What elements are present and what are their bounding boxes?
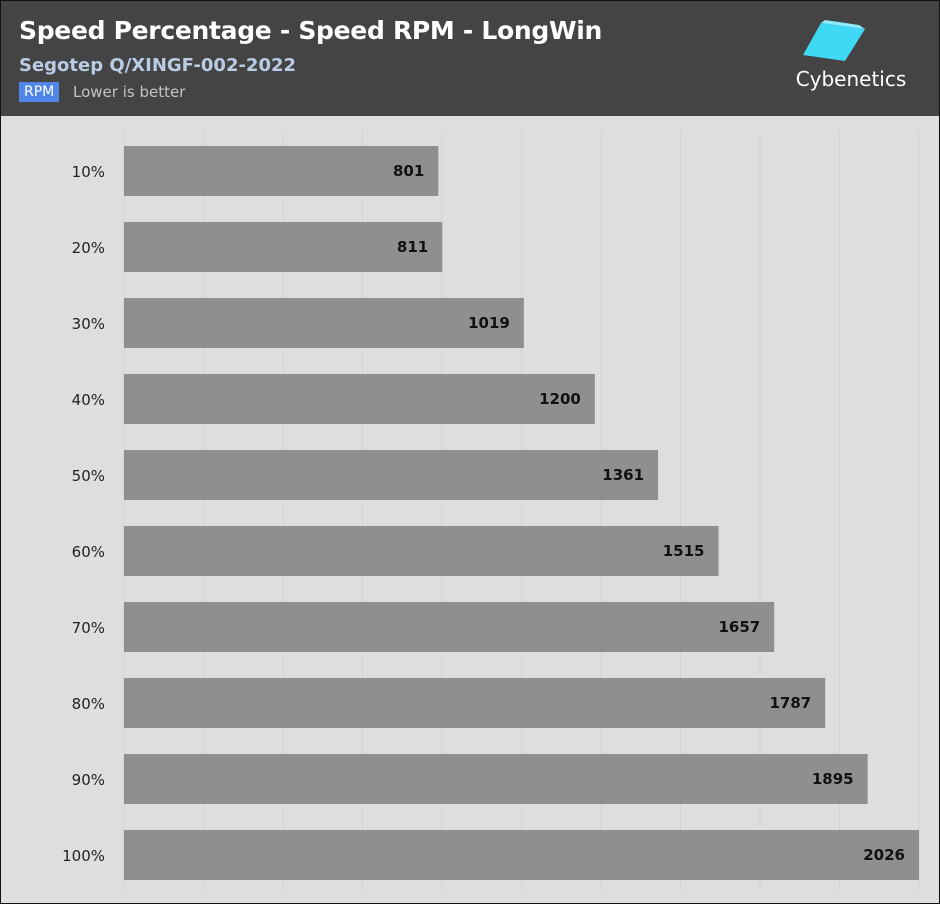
category-label: 100% [62, 847, 105, 865]
chart-title: Speed Percentage - Speed RPM - LongWin [19, 16, 603, 45]
category-label: 80% [72, 695, 105, 713]
logo-text: Cybenetics [795, 67, 907, 91]
bar [124, 602, 775, 652]
bar [124, 298, 524, 348]
bar [124, 222, 443, 272]
lower-is-better-note: Lower is better [73, 83, 186, 101]
bar [124, 146, 439, 196]
category-label: 10% [72, 163, 105, 181]
category-labels: 10% 20% 30% 40% 50% 60% 70% 80% 90% 100% [62, 163, 105, 865]
value-label: 1019 [468, 314, 510, 332]
value-label: 1895 [812, 770, 854, 788]
value-label: 811 [397, 238, 428, 256]
bar [124, 526, 719, 576]
category-label: 20% [72, 239, 105, 257]
category-label: 30% [72, 315, 105, 333]
category-label: 50% [72, 467, 105, 485]
value-label: 2026 [863, 846, 905, 864]
bars [124, 146, 919, 880]
chart-subtitle: Segotep Q/XINGF-002-2022 [19, 55, 297, 76]
value-label: 1657 [718, 618, 760, 636]
value-label: 1200 [539, 390, 581, 408]
category-label: 60% [72, 543, 105, 561]
value-label: 1361 [602, 466, 644, 484]
chart-header: Speed Percentage - Speed RPM - LongWin S… [1, 1, 939, 116]
cube-logo-icon [803, 20, 865, 61]
value-label: 801 [393, 162, 424, 180]
value-labels: 801 811 1019 1200 1361 1515 1657 1787 1895 2026 [393, 162, 905, 864]
category-label: 70% [72, 619, 105, 637]
bar [124, 678, 826, 728]
category-label: 40% [72, 391, 105, 409]
value-label: 1515 [663, 542, 705, 560]
cybenetics-logo: Cybenetics [795, 19, 907, 95]
unit-badge: RPM [19, 82, 60, 102]
bar [124, 754, 868, 804]
bar [124, 450, 659, 500]
value-label: 1787 [769, 694, 811, 712]
bar [124, 374, 595, 424]
category-label: 90% [72, 771, 105, 789]
bar [124, 830, 919, 880]
